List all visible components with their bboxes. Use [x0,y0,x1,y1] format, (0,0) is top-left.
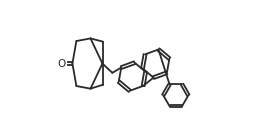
Text: O: O [57,59,65,69]
